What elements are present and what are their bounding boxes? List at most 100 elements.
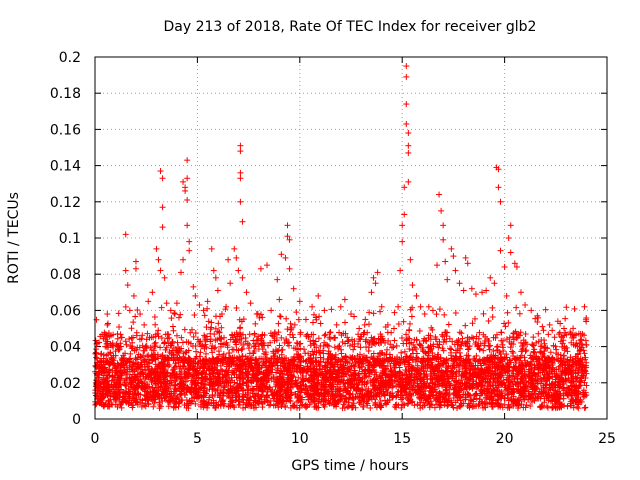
scatter-point (182, 349, 189, 356)
scatter-point (550, 342, 557, 349)
scatter-point (331, 335, 338, 342)
scatter-point (344, 338, 351, 345)
y-tick-label: 0.02 (50, 376, 81, 392)
scatter-point (144, 330, 151, 337)
scatter-point (151, 313, 158, 320)
scatter-point (568, 369, 575, 376)
scatter-point (304, 363, 311, 370)
scatter-point (337, 361, 344, 368)
scatter-point (559, 361, 566, 368)
scatter-point (296, 365, 303, 372)
scatter-point (273, 331, 280, 338)
scatter-point (158, 334, 165, 341)
scatter-point (342, 359, 349, 366)
y-tick-label: 0.2 (59, 50, 81, 66)
scatter-point (328, 391, 335, 398)
scatter-point (575, 362, 582, 369)
scatter-point (462, 396, 469, 403)
scatter-point (205, 363, 212, 370)
scatter-point (343, 371, 350, 378)
scatter-point (270, 350, 277, 357)
scatter-point (353, 381, 360, 388)
scatter-point (274, 362, 281, 369)
scatter-point (351, 313, 358, 320)
scatter-point (562, 315, 569, 322)
scatter-point (155, 355, 162, 362)
scatter-point (345, 395, 352, 402)
scatter-point (366, 309, 373, 316)
scatter-point (231, 404, 238, 411)
scatter-point (218, 366, 225, 373)
scatter-point (161, 339, 168, 346)
scatter-point (515, 387, 522, 394)
scatter-point (332, 359, 339, 366)
scatter-point (291, 321, 298, 328)
scatter-point (161, 367, 168, 374)
scatter-point (544, 345, 551, 352)
scatter-point (118, 370, 125, 377)
scatter-point (481, 387, 488, 394)
scatter-point (215, 356, 222, 363)
scatter-point (405, 357, 412, 364)
scatter-point (238, 346, 245, 353)
scatter-point (452, 310, 459, 317)
scatter-point (252, 372, 259, 379)
scatter-point (440, 347, 447, 354)
scatter-point (441, 311, 448, 318)
scatter-point (198, 403, 205, 410)
scatter-point (481, 404, 488, 411)
scatter-point (177, 380, 184, 387)
scatter-point (199, 342, 206, 349)
scatter-point (149, 357, 156, 364)
scatter-point (444, 403, 451, 410)
scatter-point (345, 367, 352, 374)
scatter-point (104, 391, 111, 398)
scatter-point (489, 314, 496, 321)
scatter-point (466, 365, 473, 372)
scatter-point (504, 309, 511, 316)
scatter-point (309, 348, 316, 355)
scatter-point (150, 388, 157, 395)
scatter-point (206, 371, 213, 378)
scatter-point (310, 369, 317, 376)
scatter-point (118, 399, 125, 406)
scatter-point (490, 347, 497, 354)
scatter-point (165, 403, 172, 410)
scatter-point (226, 363, 233, 370)
scatter-point (536, 361, 543, 368)
scatter-point (571, 332, 578, 339)
scatter-point (132, 390, 139, 397)
scatter-point (494, 343, 501, 350)
scatter-point (349, 391, 356, 398)
scatter-point (126, 336, 133, 343)
scatter-point (488, 356, 495, 363)
scatter-point (104, 378, 111, 385)
scatter-point (369, 362, 376, 369)
scatter-point (122, 303, 129, 310)
scatter-point (377, 404, 384, 411)
scatter-point (563, 344, 570, 351)
scatter-point (511, 375, 518, 382)
scatter-point (403, 331, 410, 338)
scatter-point (477, 340, 484, 347)
scatter-point (342, 353, 349, 360)
scatter-point (425, 398, 432, 405)
scatter-point (182, 378, 189, 385)
scatter-point (115, 310, 122, 317)
scatter-point (165, 331, 172, 338)
scatter-point (131, 377, 138, 384)
scatter-point (153, 391, 160, 398)
scatter-point (276, 342, 283, 349)
scatter-point (264, 379, 271, 386)
scatter-point (275, 320, 282, 327)
scatter-point (450, 404, 457, 411)
scatter-point (272, 346, 279, 353)
scatter-point (160, 391, 167, 398)
scatter-point (492, 371, 499, 378)
scatter-point (377, 308, 384, 315)
scatter-point (311, 341, 318, 348)
scatter-point (174, 339, 181, 346)
scatter-point (583, 315, 590, 322)
scatter-point (385, 337, 392, 344)
scatter-point (355, 340, 362, 347)
